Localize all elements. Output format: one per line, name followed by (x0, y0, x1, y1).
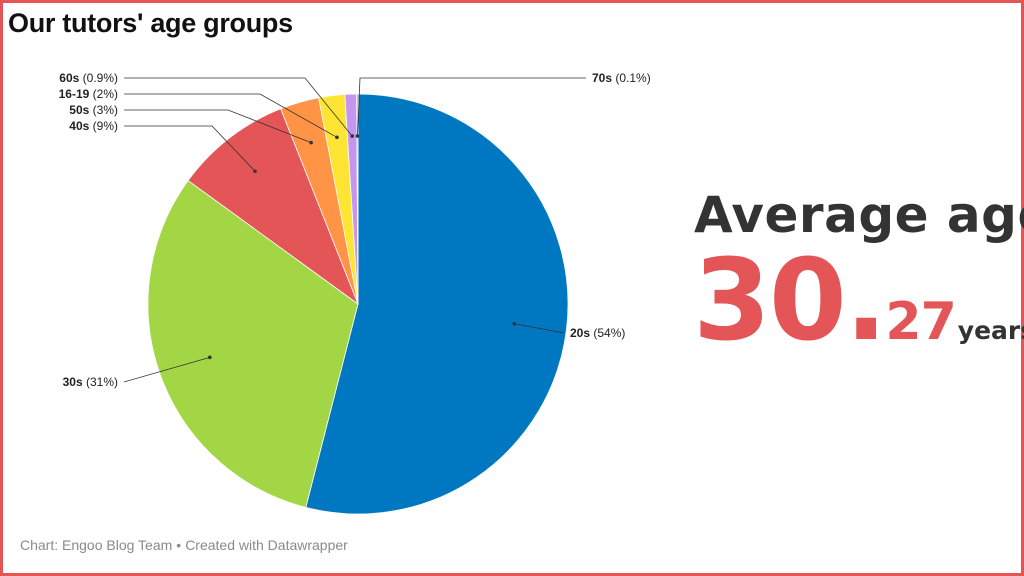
pie-label-20s: 20s (54%) (570, 326, 625, 340)
pie-leader-40s (124, 125, 256, 172)
pie-anchor-30s (208, 355, 212, 360)
pie-slice-30s (147, 180, 359, 508)
average-age-label: Average age (694, 186, 1024, 244)
average-age-decimal: 27 (885, 292, 956, 352)
pie-label-pct-70s: (0.1%) (615, 71, 650, 85)
chart-footer: Chart: Engoo Blog Team • Created with Data… (20, 537, 348, 553)
pie-leader-60s (124, 77, 353, 137)
pie-labels: 20s (54%)30s (31%)40s (9%)50s (3%)16-19 … (59, 71, 651, 389)
pie-label-40s: 40s (9%) (69, 119, 118, 133)
pie-slice-70s (356, 93, 359, 305)
pie-label-70s: 70s (0.1%) (592, 71, 651, 85)
pie-label-60s: 60s (0.9%) (59, 71, 118, 85)
pie-label-pct-60s: (0.9%) (83, 71, 118, 85)
pie-label-name-40s: 40s (69, 119, 92, 133)
pie-label-16-19: 16-19 (2%) (59, 87, 118, 101)
pie-anchor-60s (350, 134, 354, 138)
pie-leader-20s (514, 323, 565, 334)
pie-slice-40s (187, 108, 359, 306)
pie-leader-16-19 (124, 93, 338, 138)
pie-label-30s: 30s (31%) (63, 375, 118, 389)
pie-leader-30s (123, 356, 210, 383)
pie-label-pct-30s: (31%) (86, 375, 118, 389)
pie-label-pct-40s: (9%) (93, 119, 118, 133)
footer-tool: Created with Datawrapper (185, 537, 348, 553)
pie-anchor-50s (309, 140, 313, 145)
pie-leader-50s (124, 109, 312, 144)
average-age-value: 30.27years (693, 245, 1024, 357)
pie-label-pct-20s: (54%) (593, 326, 625, 340)
pie-label-pct-16-19: (2%) (93, 87, 118, 101)
average-age-integer: 30. (693, 236, 887, 366)
pie-label-name-50s: 50s (69, 103, 92, 117)
pie-anchor-70s (355, 134, 360, 138)
pie-anchor-40s (253, 169, 257, 174)
pie-label-50s: 50s (3%) (69, 103, 118, 117)
pie-label-name-30s: 30s (63, 375, 86, 389)
pie-label-name-60s: 60s (59, 71, 82, 85)
pie-leader-70s (357, 77, 586, 137)
pie-label-name-70s: 70s (592, 71, 615, 85)
pie-label-name-20s: 20s (570, 326, 593, 340)
footer-credit: Chart: Engoo Blog Team (20, 537, 173, 553)
pie-label-name-16-19: 16-19 (59, 87, 93, 101)
pie-slice-20s (305, 93, 569, 515)
chart-title: Our tutors' age groups (8, 8, 293, 38)
pie-anchor-20s (512, 321, 517, 326)
pie-label-pct-50s: (3%) (93, 103, 118, 117)
footer-separator: • (176, 537, 182, 553)
pie-slices (147, 93, 569, 515)
pie-anchor-16-19 (335, 135, 339, 140)
average-age-unit: years (957, 316, 1024, 345)
